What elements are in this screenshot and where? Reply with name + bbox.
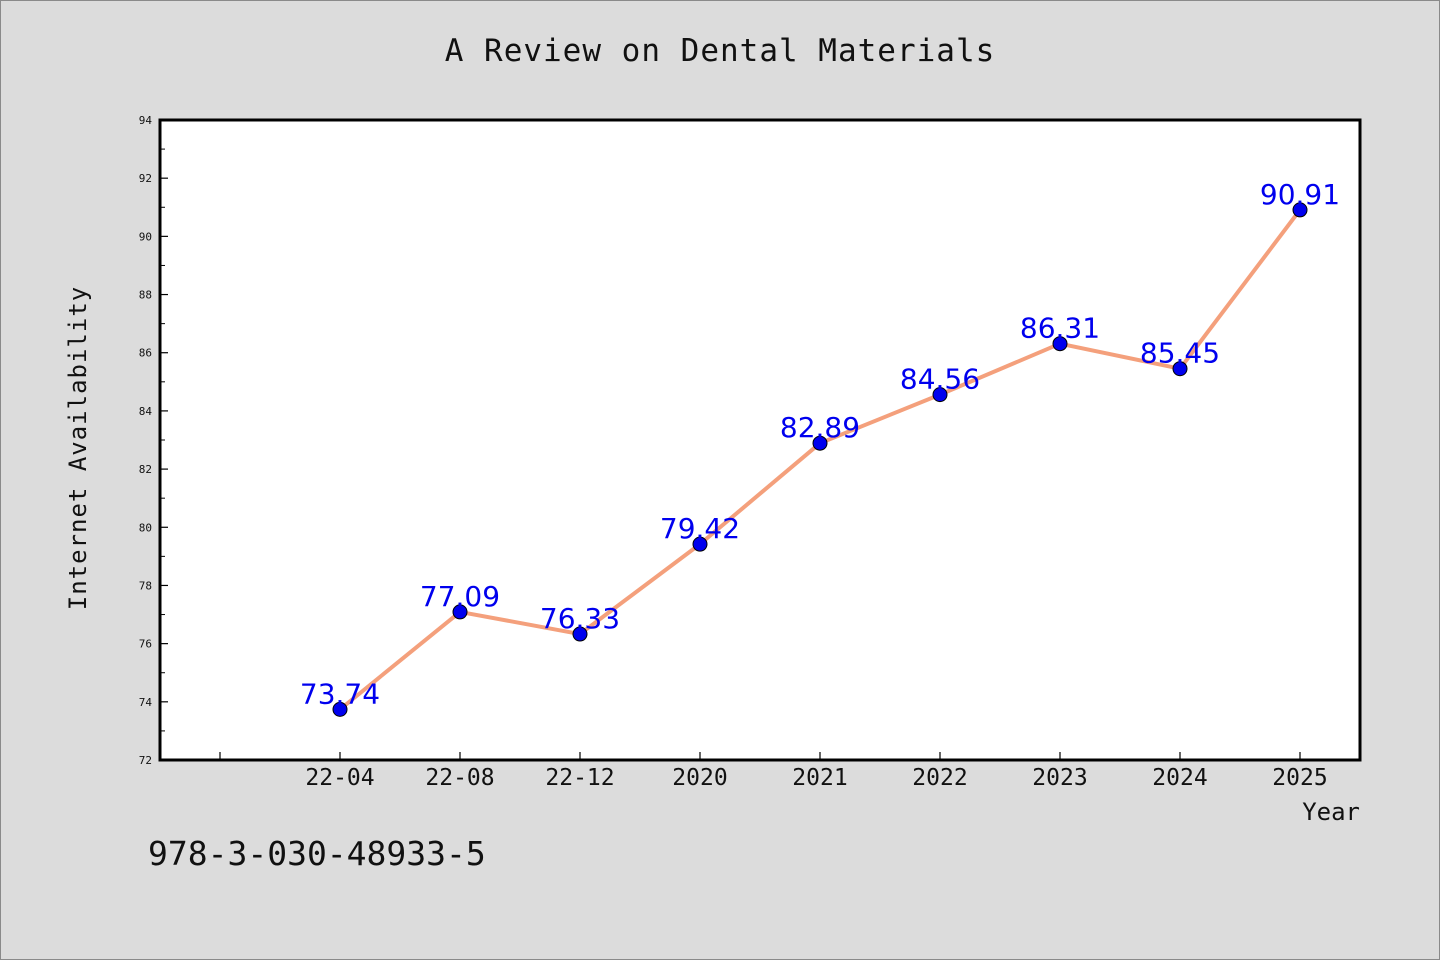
- chart-title: A Review on Dental Materials: [444, 33, 996, 69]
- y-tick-label: 92: [139, 172, 152, 185]
- y-tick-label: 72: [139, 754, 152, 767]
- data-label-2020: 79.42: [660, 512, 740, 545]
- data-markers: [332, 202, 1308, 717]
- x-tick-label: 22-08: [425, 765, 494, 791]
- data-label-22-08: 77.09: [420, 580, 500, 613]
- x-tick-label: 2023: [1032, 765, 1087, 791]
- data-label-2022: 84.56: [900, 363, 980, 396]
- data-labels: 73.74 77.09 76.33 79.42 82.89 84.56 86.31 85.45…: [300, 178, 1340, 710]
- y-tick-label: 86: [139, 347, 152, 360]
- data-point-2025: [1292, 202, 1308, 218]
- x-tick-label: 2024: [1152, 765, 1207, 791]
- x-tick-label: 2021: [792, 765, 847, 791]
- plot-area: [160, 120, 1360, 760]
- data-point-22-04: [332, 701, 348, 717]
- x-tick-label: 22-12: [545, 765, 614, 791]
- y-tick-label: 74: [139, 696, 153, 709]
- y-tick-label: 76: [139, 638, 152, 651]
- x-tick-label: 2020: [672, 765, 727, 791]
- y-tick-label: 82: [139, 463, 152, 476]
- data-label-2021: 82.89: [780, 411, 860, 444]
- data-point-2021: [812, 435, 828, 451]
- data-point-2023: [1052, 336, 1068, 352]
- y-axis-label: Internet Availability: [64, 286, 92, 610]
- data-point-2022: [932, 387, 948, 403]
- x-tick-label: 2025: [1272, 765, 1327, 791]
- data-point-22-12: [572, 626, 588, 642]
- y-tick-label: 84: [139, 405, 153, 418]
- x-tick-label: 22-04: [305, 765, 374, 791]
- x-tick-label: 2022: [912, 765, 967, 791]
- y-tick-label: 78: [139, 579, 152, 592]
- isbn-text: 978-3-030-48933-5: [148, 834, 486, 873]
- plot-border: [158, 118, 1362, 762]
- y-tick-label: 80: [139, 521, 152, 534]
- data-label-22-12: 76.33: [540, 602, 620, 635]
- y-tick-label: 88: [139, 289, 152, 302]
- x-axis-ticks: 22-04 22-08 22-12 2020 2021 2022 2023 2024 2025: [219, 752, 1328, 791]
- y-axis-ticks: 72 74 76 78 80 82 84 86 88 90 92 94: [139, 114, 168, 767]
- data-point-22-08: [452, 604, 468, 620]
- y-tick-label: 94: [139, 114, 153, 127]
- data-label-2024: 85.45: [1140, 337, 1220, 370]
- x-axis-label: Year: [1302, 798, 1360, 826]
- y-tick-label: 90: [139, 230, 152, 243]
- data-point-2020: [692, 536, 708, 552]
- data-point-2024: [1172, 361, 1188, 377]
- data-label-2025: 90.91: [1260, 178, 1340, 211]
- data-label-22-04: 73.74: [300, 677, 380, 710]
- data-label-2023: 86.31: [1020, 312, 1100, 345]
